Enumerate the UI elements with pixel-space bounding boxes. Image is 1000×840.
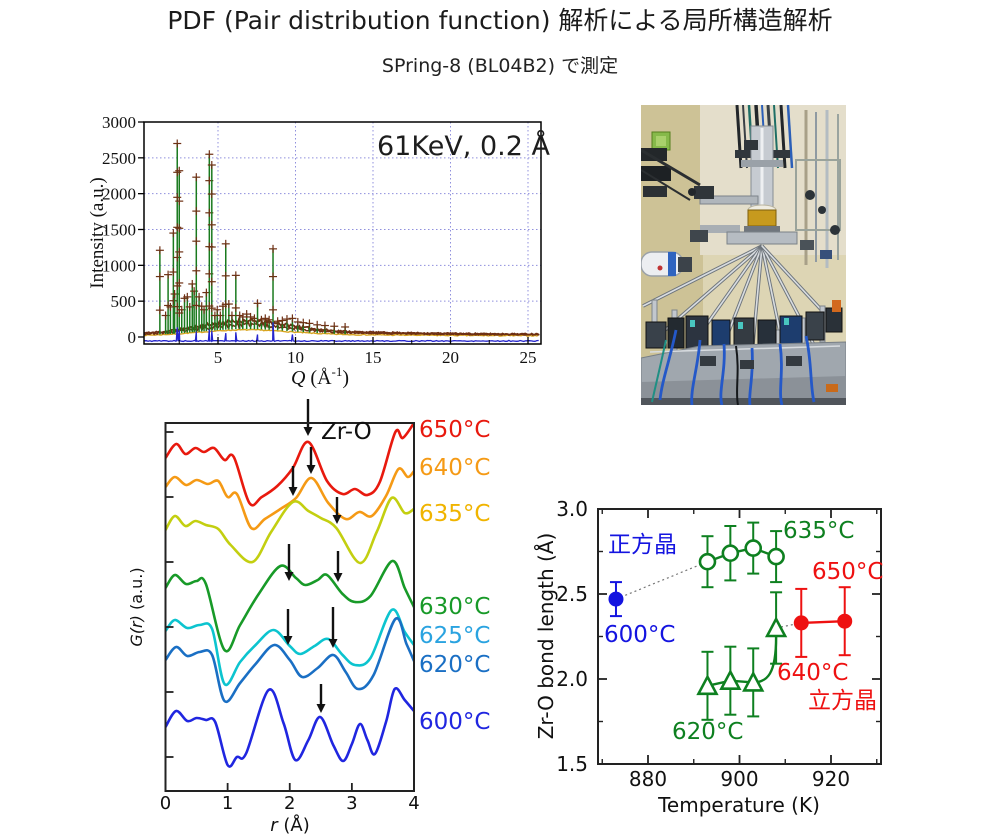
page-title: PDF (Pair distribution function) 解析による局所… <box>167 6 833 35</box>
svg-text:1.5: 1.5 <box>556 752 588 776</box>
curve-label-600°C: 600°C <box>419 709 491 735</box>
svg-text:G(r) (a.u.): G(r) (a.u.) <box>127 567 146 646</box>
curve-label-630°C: 630°C <box>419 594 491 620</box>
svg-text:3: 3 <box>346 793 357 814</box>
svg-text:15: 15 <box>365 348 382 367</box>
bond-annotation-600°C: 600°C <box>604 622 676 648</box>
svg-text:880: 880 <box>629 767 667 791</box>
svg-text:2500: 2500 <box>102 149 136 168</box>
bond-annotation-620°C: 620°C <box>672 719 744 745</box>
curve-label-640°C: 640°C <box>419 455 491 481</box>
svg-text:20: 20 <box>442 348 459 367</box>
svg-text:Q (Å-1): Q (Å-1) <box>291 364 349 389</box>
bond-annotation-650°C: 650°C <box>812 559 884 585</box>
bond-annotation-正方晶: 正方晶 <box>608 532 677 558</box>
bond-annotation-635°C: 635°C <box>783 518 855 544</box>
svg-text:2: 2 <box>284 793 295 814</box>
svg-text:5: 5 <box>214 348 223 367</box>
bond-annotation-立方晶: 立方晶 <box>808 688 877 714</box>
beamline-photo <box>641 105 846 405</box>
bond-annotation-640°C: 640°C <box>777 660 849 686</box>
curve-label-620°C: 620°C <box>419 652 491 678</box>
curve-label-635°C: 635°C <box>419 501 491 527</box>
svg-text:920: 920 <box>812 767 850 791</box>
xrd-chart: 5 10 15 20 25 0 500 1000 1500 2000 2500 3000 Intensi… <box>87 113 542 389</box>
page-subtitle: SPring-8 (BL04B2) で測定 <box>381 55 619 77</box>
svg-text:900: 900 <box>720 767 758 791</box>
svg-text:0: 0 <box>128 328 137 347</box>
curve-label-625°C: 625°C <box>419 623 491 649</box>
svg-text:1: 1 <box>222 793 233 814</box>
svg-text:1500: 1500 <box>102 221 136 240</box>
svg-text:25: 25 <box>520 348 537 367</box>
svg-text:Zr-O bond length (Å): Zr-O bond length (Å) <box>534 533 558 740</box>
curve-label-650°C: 650°C <box>419 417 491 443</box>
bond-length-chart: 880 900 920 1.5 2.0 2.5 3.0 Temperature (K) Zr-O… <box>534 497 882 817</box>
svg-text:1000: 1000 <box>102 256 136 275</box>
svg-text:10: 10 <box>287 348 304 367</box>
svg-text:Temperature (K): Temperature (K) <box>657 793 820 817</box>
svg-text:2.5: 2.5 <box>556 582 588 606</box>
svg-text:3000: 3000 <box>102 113 136 132</box>
svg-text:2000: 2000 <box>102 185 136 204</box>
svg-text:3.0: 3.0 <box>556 497 588 521</box>
svg-text:4: 4 <box>408 793 419 814</box>
svg-text:r (Å): r (Å) <box>270 814 310 836</box>
gr-chart: 0 1 2 3 4 r (Å) G(r) (a.u.) <box>127 399 420 836</box>
svg-text:2.0: 2.0 <box>556 667 588 691</box>
zr-o-peak-label: Zr-O <box>321 419 372 445</box>
svg-text:0: 0 <box>160 793 171 814</box>
svg-text:500: 500 <box>111 292 137 311</box>
svg-text:Intensity (a.u.): Intensity (a.u.) <box>87 177 108 288</box>
beam-energy-annotation: 61KeV, 0.2 Å <box>377 131 550 162</box>
